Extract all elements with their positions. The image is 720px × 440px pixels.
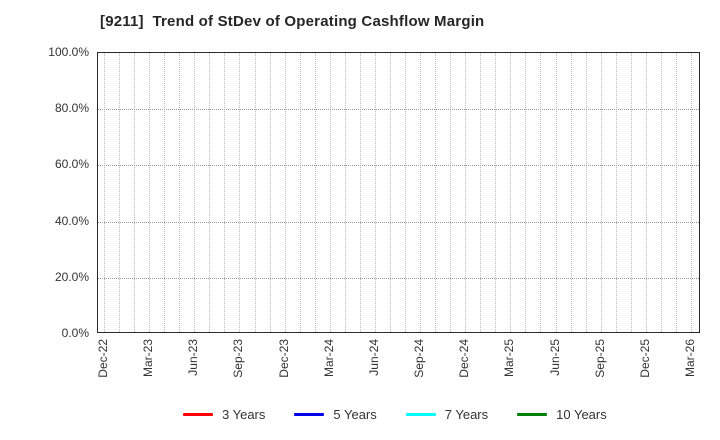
legend-label: 3 Years (222, 407, 266, 422)
gridline-horizontal (98, 109, 699, 111)
gridline-vertical (570, 53, 572, 332)
gridline-vertical (615, 53, 617, 332)
gridline-vertical (254, 53, 256, 332)
gridline-vertical (164, 53, 166, 332)
chart-title: [9211] Trend of StDev of Operating Cashf… (100, 13, 485, 30)
gridline-vertical (465, 53, 467, 332)
legend-line-swatch (517, 413, 548, 416)
gridline-vertical (585, 53, 587, 332)
gridline-vertical (149, 53, 151, 332)
gridline-vertical (675, 53, 677, 332)
x-tick-label: Dec-25 (637, 339, 652, 378)
legend-label: 5 Years (333, 407, 377, 422)
gridline-vertical (525, 53, 527, 332)
legend-line-swatch (405, 413, 436, 416)
gridline-vertical (450, 53, 452, 332)
x-tick-label: Sep-24 (412, 339, 427, 378)
x-tick-label: Jun-25 (547, 339, 562, 376)
gridline-horizontal (98, 277, 699, 279)
x-tick-label: Sep-25 (592, 339, 607, 378)
legend-item: 3 Years (183, 407, 265, 422)
gridline-vertical (209, 53, 211, 332)
y-tick-label: 80.0% (54, 101, 89, 116)
gridline-vertical (344, 53, 346, 332)
gridline-vertical (495, 53, 497, 332)
y-tick-label: 60.0% (54, 157, 89, 172)
x-tick-label: Jun-24 (366, 339, 381, 376)
x-tick-label: Jun-23 (186, 339, 201, 376)
legend-item: 7 Years (405, 407, 489, 422)
gridline-vertical (600, 53, 602, 332)
y-tick-label: 0.0% (61, 326, 89, 340)
gridline-vertical (179, 53, 181, 332)
gridline-vertical (104, 53, 105, 332)
x-tick-label: Mar-25 (502, 339, 517, 378)
x-tick-label: Dec-22 (96, 339, 110, 378)
gridline-vertical (510, 53, 512, 332)
gridline-vertical (314, 53, 316, 332)
gridline-vertical (224, 53, 226, 332)
legend-line-swatch (183, 413, 213, 416)
legend: 3 Years 5 Years 7 Years 10 Years (183, 407, 607, 422)
gridline-vertical (359, 53, 361, 332)
x-tick-label: Mar-23 (141, 339, 156, 378)
y-tick-label: 100.0% (48, 45, 89, 59)
x-tick-label: Mar-26 (683, 339, 697, 378)
plot-area (97, 52, 700, 333)
gridline-vertical (480, 53, 482, 332)
gridline-vertical (691, 53, 692, 332)
gridline-vertical (374, 53, 376, 332)
gridline-vertical (119, 53, 121, 332)
gridline-vertical (420, 53, 422, 332)
gridline-vertical (389, 53, 391, 332)
x-tick-label: Dec-24 (457, 339, 472, 378)
gridline-vertical (555, 53, 557, 332)
gridline-vertical (194, 53, 196, 332)
gridline-horizontal (98, 165, 699, 167)
x-tick-label: Dec-23 (276, 339, 291, 378)
legend-label: 7 Years (444, 407, 489, 422)
x-tick-label: Mar-24 (321, 339, 336, 378)
legend-item: 10 Years (517, 407, 607, 422)
legend-item: 5 Years (294, 407, 377, 422)
legend-label: 10 Years (556, 407, 607, 422)
gridline-vertical (284, 53, 286, 332)
y-tick-label: 40.0% (54, 213, 89, 228)
gridline-vertical (645, 53, 647, 332)
gridline-vertical (134, 53, 136, 332)
gridline-vertical (329, 53, 331, 332)
y-tick-label: 20.0% (54, 269, 89, 284)
gridline-vertical (630, 53, 632, 332)
legend-line-swatch (294, 413, 325, 416)
gridline-vertical (239, 53, 241, 332)
gridline-vertical (299, 53, 301, 332)
gridline-vertical (660, 53, 662, 332)
x-tick-label: Sep-23 (231, 339, 246, 378)
gridline-vertical (540, 53, 542, 332)
gridline-vertical (405, 53, 407, 332)
gridline-vertical (435, 53, 437, 332)
gridline-vertical (269, 53, 271, 332)
gridline-horizontal (98, 221, 699, 223)
